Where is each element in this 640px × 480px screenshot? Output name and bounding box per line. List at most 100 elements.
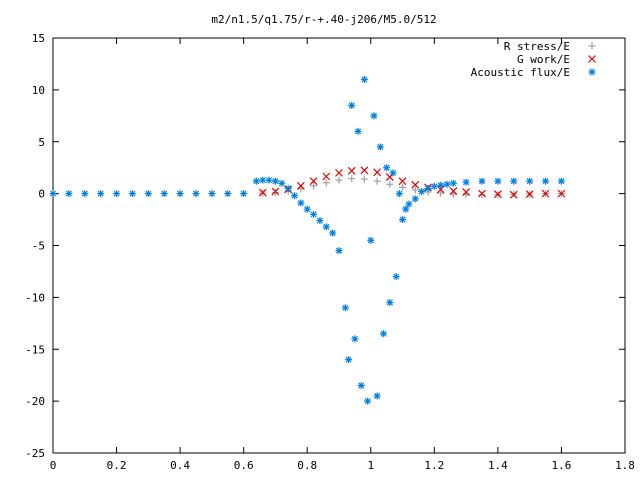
acoustic-flux-point xyxy=(424,184,432,192)
acoustic-flux-point xyxy=(160,190,168,198)
legend-label-acoustic-flux: Acoustic flux/E xyxy=(471,66,570,79)
g-work-point xyxy=(322,172,331,181)
x-tick-label: 0.8 xyxy=(297,459,317,472)
r-stress-point xyxy=(271,189,279,197)
series-r-stress xyxy=(259,175,565,199)
acoustic-flux-point xyxy=(303,205,311,213)
r-stress-point xyxy=(399,183,407,191)
g-work-point xyxy=(296,181,305,190)
g-work-point xyxy=(478,189,486,198)
acoustic-flux-point xyxy=(192,190,200,198)
series-g-work xyxy=(258,166,566,199)
acoustic-flux-point xyxy=(252,177,260,185)
acoustic-flux-point xyxy=(379,330,387,338)
acoustic-flux-point xyxy=(335,247,343,255)
y-tick-label: 15 xyxy=(32,32,45,45)
acoustic-flux-point xyxy=(341,304,349,312)
x-tick-label: 0.6 xyxy=(234,459,254,472)
acoustic-flux-point xyxy=(322,223,330,231)
legend-marker-r-stress xyxy=(588,42,596,50)
acoustic-flux-point xyxy=(399,216,407,224)
acoustic-flux-point xyxy=(354,127,362,135)
acoustic-flux-point xyxy=(345,356,353,364)
r-stress-point xyxy=(373,177,381,185)
acoustic-flux-point xyxy=(265,176,273,184)
chart-title: m2/n1.5/q1.75/r-+.40-j206/M5.0/512 xyxy=(211,13,436,26)
g-work-point xyxy=(360,166,369,175)
acoustic-flux-point xyxy=(411,195,419,203)
acoustic-flux-point xyxy=(240,190,248,198)
acoustic-flux-point xyxy=(351,335,359,343)
acoustic-flux-point xyxy=(81,190,89,198)
r-stress-point xyxy=(348,175,356,183)
g-work-point xyxy=(335,168,343,177)
acoustic-flux-point xyxy=(176,190,184,198)
acoustic-flux-point xyxy=(329,229,337,237)
acoustic-flux-point xyxy=(364,397,372,405)
x-tick-label: 1.2 xyxy=(424,459,444,472)
acoustic-flux-point xyxy=(224,190,232,198)
r-stress-point xyxy=(437,189,445,197)
acoustic-flux-point xyxy=(310,210,318,218)
acoustic-flux-point xyxy=(97,190,105,198)
x-tick-label: 1.6 xyxy=(552,459,572,472)
g-work-point xyxy=(309,177,318,186)
y-tick-label: 5 xyxy=(38,136,45,149)
g-work-point xyxy=(541,189,550,198)
acoustic-flux-point xyxy=(65,190,73,198)
acoustic-flux-point xyxy=(418,188,426,196)
acoustic-flux-point xyxy=(376,143,384,151)
acoustic-flux-point xyxy=(113,190,121,198)
x-tick-label: 0.4 xyxy=(170,459,190,472)
acoustic-flux-point xyxy=(291,192,299,200)
g-work-point xyxy=(411,180,420,189)
g-work-point xyxy=(347,166,356,175)
acoustic-flux-point xyxy=(383,164,391,172)
legend-label-g-work: G work/E xyxy=(517,53,570,66)
legend: R stress/E G work/E Acoustic flux/E xyxy=(471,40,596,79)
y-tick-label: -10 xyxy=(25,291,45,304)
r-stress-point xyxy=(411,186,419,194)
acoustic-flux-point xyxy=(395,190,403,198)
acoustic-flux-point xyxy=(278,179,286,187)
acoustic-flux-point xyxy=(348,101,356,109)
acoustic-flux-point xyxy=(430,182,438,190)
r-stress-point xyxy=(322,179,330,187)
acoustic-flux-point xyxy=(462,178,470,186)
r-stress-point xyxy=(360,175,368,183)
series-layer xyxy=(49,76,566,405)
g-work-point xyxy=(398,177,407,186)
acoustic-flux-point xyxy=(526,177,534,185)
g-work-point xyxy=(373,168,382,177)
series-acoustic-flux xyxy=(49,76,565,405)
legend-markers xyxy=(588,42,596,76)
acoustic-flux-point xyxy=(49,190,57,198)
acoustic-flux-point xyxy=(284,184,292,192)
g-work-point xyxy=(271,187,280,196)
acoustic-flux-point xyxy=(389,169,397,177)
acoustic-flux-point xyxy=(297,199,305,207)
g-work-point xyxy=(385,173,394,181)
x-tick-label: 0.2 xyxy=(107,459,127,472)
plot-frame xyxy=(52,37,626,454)
x-tick-label: 1 xyxy=(367,459,374,472)
acoustic-flux-point xyxy=(443,180,451,188)
acoustic-flux-point xyxy=(392,273,400,281)
acoustic-flux-point xyxy=(373,392,381,400)
g-work-point xyxy=(493,190,502,199)
acoustic-flux-point xyxy=(449,179,457,187)
acoustic-flux-point xyxy=(557,177,565,185)
y-tick-label: -25 xyxy=(25,447,45,460)
r-stress-point xyxy=(310,182,318,190)
r-stress-point xyxy=(335,176,343,184)
acoustic-flux-point xyxy=(494,177,502,185)
x-tick-label: 1.4 xyxy=(488,459,508,472)
acoustic-flux-point xyxy=(370,112,378,120)
legend-label-r-stress: R stress/E xyxy=(504,40,570,53)
acoustic-flux-point xyxy=(437,181,445,189)
acoustic-flux-point xyxy=(478,177,486,185)
y-axis: 15 10 5 0 -5 -10 -15 -20 -25 xyxy=(25,32,625,460)
acoustic-flux-point xyxy=(259,176,267,184)
g-work-point xyxy=(525,190,534,199)
